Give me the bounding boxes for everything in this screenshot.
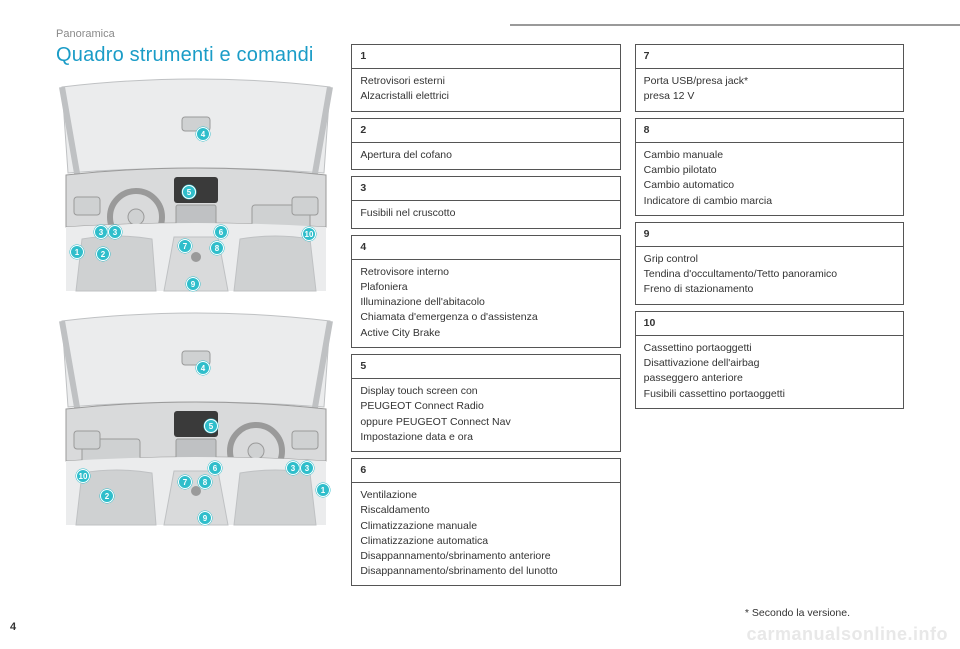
panel-line: Disappannamento/sbrinamento del lunotto: [360, 564, 611, 579]
dashboard-svg: [56, 77, 336, 299]
panel-body: VentilazioneRiscaldamentoClimatizzazione…: [352, 483, 619, 585]
panel-9: 9Grip controlTendina d'occultamento/Tett…: [635, 222, 904, 305]
callout-badge-8: 8: [210, 241, 224, 255]
panel-6: 6VentilazioneRiscaldamentoClimatizzazion…: [351, 458, 620, 587]
panel-number: 6: [352, 459, 619, 483]
panel-line: Tendina d'occultamento/Tetto panoramico: [644, 267, 895, 282]
panel-line: Fusibili cassettino portaoggetti: [644, 387, 895, 402]
col-left: Quadro strumenti e comandi: [56, 44, 337, 586]
section-label: Panoramica: [56, 28, 904, 40]
panel-body: Retrovisore internoPlafonieraIlluminazio…: [352, 260, 619, 347]
panel-body: Porta USB/presa jack*presa 12 V: [636, 69, 903, 110]
callout-badge-9: 9: [186, 277, 200, 291]
panel-line: Cambio automatico: [644, 178, 895, 193]
panel-1: 1Retrovisori esterniAlzacristalli elettr…: [351, 44, 620, 112]
panel-body: Apertura del cofano: [352, 143, 619, 169]
panel-line: Cambio pilotato: [644, 163, 895, 178]
panel-number: 8: [636, 119, 903, 143]
panel-line: Porta USB/presa jack*: [644, 74, 895, 89]
panel-line: oppure PEUGEOT Connect Nav: [360, 415, 611, 430]
callout-badge-3: 3: [108, 225, 122, 239]
callout-badge-3: 3: [286, 461, 300, 475]
callout-badge-3: 3: [300, 461, 314, 475]
panel-line: Climatizzazione automatica: [360, 534, 611, 549]
panel-number: 9: [636, 223, 903, 247]
callout-badge-5: 5: [204, 419, 218, 433]
panel-number: 2: [352, 119, 619, 143]
dashboard-svg: [56, 311, 336, 533]
panel-line: Cassettino portaoggetti: [644, 341, 895, 356]
dashboard-diagram-lhd: 4 5 33 6 7 8 12 10 9: [56, 77, 336, 299]
panel-number: 3: [352, 177, 619, 201]
col-right: 7Porta USB/presa jack*presa 12 V8Cambio …: [635, 44, 904, 586]
panel-line: Disappannamento/sbrinamento anteriore: [360, 549, 611, 564]
callout-badge-4: 4: [196, 361, 210, 375]
callout-badge-10: 10: [302, 227, 316, 241]
panel-line: Active City Brake: [360, 326, 611, 341]
panel-line: PEUGEOT Connect Radio: [360, 399, 611, 414]
panel-line: Ventilazione: [360, 488, 611, 503]
callout-badge-2: 2: [96, 247, 110, 261]
callout-badge-5: 5: [182, 185, 196, 199]
panel-body: Grip controlTendina d'occultamento/Tetto…: [636, 247, 903, 304]
callout-badge-1: 1: [70, 245, 84, 259]
dashboard-diagram-rhd: 4 5 6 33 87 10 2 1 9: [56, 311, 336, 533]
panel-body: Display touch screen conPEUGEOT Connect …: [352, 379, 619, 451]
panel-number: 4: [352, 236, 619, 260]
panel-4: 4Retrovisore internoPlafonieraIlluminazi…: [351, 235, 620, 348]
header-rule: [510, 24, 960, 26]
callout-badge-7: 7: [178, 475, 192, 489]
panel-body: Fusibili nel cruscotto: [352, 201, 619, 227]
panel-line: Freno di stazionamento: [644, 282, 895, 297]
panel-line: Disattivazione dell'airbag: [644, 356, 895, 371]
callout-badge-7: 7: [178, 239, 192, 253]
panel-line: Impostazione data e ora: [360, 430, 611, 445]
panel-8: 8Cambio manualeCambio pilotatoCambio aut…: [635, 118, 904, 216]
panel-line: Illuminazione dell'abitacolo: [360, 295, 611, 310]
panel-line: presa 12 V: [644, 89, 895, 104]
columns: Quadro strumenti e comandi: [56, 44, 904, 586]
callout-badge-8: 8: [198, 475, 212, 489]
panel-number: 5: [352, 355, 619, 379]
callout-badge-10: 10: [76, 469, 90, 483]
panel-line: Plafoniera: [360, 280, 611, 295]
panel-number: 10: [636, 312, 903, 336]
panel-body: Retrovisori esterniAlzacristalli elettri…: [352, 69, 619, 110]
panel-line: Grip control: [644, 252, 895, 267]
panel-line: Apertura del cofano: [360, 148, 611, 163]
panel-line: Alzacristalli elettrici: [360, 89, 611, 104]
callout-badge-4: 4: [196, 127, 210, 141]
callout-badge-6: 6: [208, 461, 222, 475]
panel-line: Fusibili nel cruscotto: [360, 206, 611, 221]
panel-line: Cambio manuale: [644, 148, 895, 163]
panel-10: 10Cassettino portaoggettiDisattivazione …: [635, 311, 904, 409]
panel-body: Cassettino portaoggettiDisattivazione de…: [636, 336, 903, 408]
panel-body: Cambio manualeCambio pilotatoCambio auto…: [636, 143, 903, 215]
panel-5: 5Display touch screen conPEUGEOT Connect…: [351, 354, 620, 452]
watermark: carmanualsonline.info: [746, 624, 948, 645]
page: Panoramica Quadro strumenti e comandi: [0, 0, 960, 606]
callout-badge-1: 1: [316, 483, 330, 497]
panel-number: 1: [352, 45, 619, 69]
panel-line: passeggero anteriore: [644, 371, 895, 386]
callout-badge-2: 2: [100, 489, 114, 503]
panel-number: 7: [636, 45, 903, 69]
panel-line: Chiamata d'emergenza o d'assistenza: [360, 310, 611, 325]
panel-line: Climatizzazione manuale: [360, 519, 611, 534]
page-title: Quadro strumenti e comandi: [56, 44, 337, 67]
panel-line: Riscaldamento: [360, 503, 611, 518]
panel-line: Retrovisore interno: [360, 265, 611, 280]
panel-7: 7Porta USB/presa jack*presa 12 V: [635, 44, 904, 112]
page-number: 4: [10, 621, 16, 633]
col-mid: 1Retrovisori esterniAlzacristalli elettr…: [351, 44, 620, 586]
panel-3: 3 Fusibili nel cruscotto: [351, 176, 620, 228]
panel-line: Display touch screen con: [360, 384, 611, 399]
callout-badge-6: 6: [214, 225, 228, 239]
panel-line: Indicatore di cambio marcia: [644, 194, 895, 209]
panel-line: Retrovisori esterni: [360, 74, 611, 89]
callout-badge-9: 9: [198, 511, 212, 525]
footnote: * Secondo la versione.: [745, 607, 850, 619]
callout-badge-3: 3: [94, 225, 108, 239]
panel-2: 2 Apertura del cofano: [351, 118, 620, 170]
